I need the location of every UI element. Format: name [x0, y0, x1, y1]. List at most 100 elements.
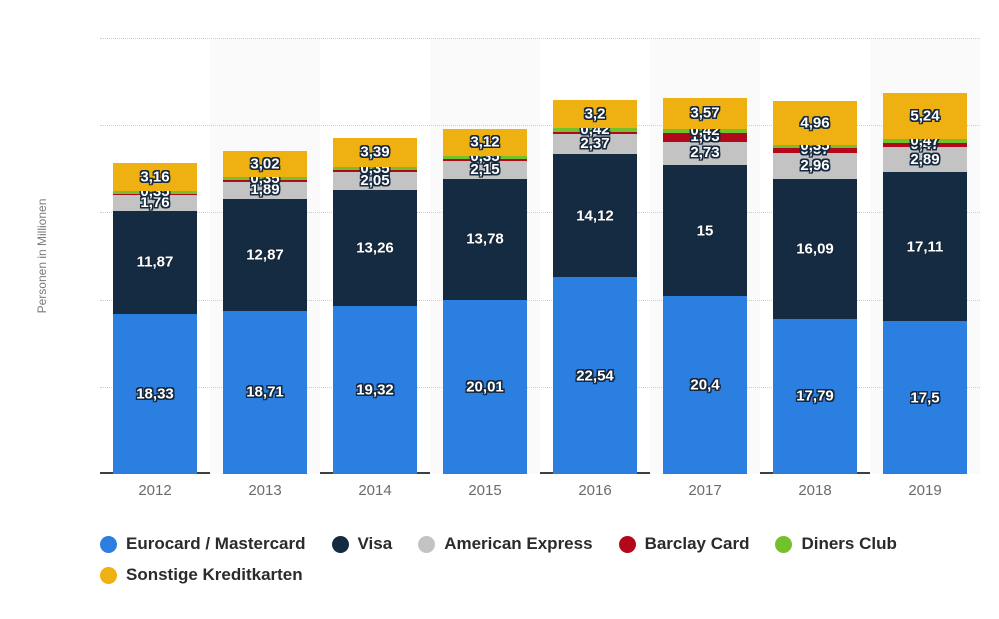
bar-segment-2013-5[interactable]: 3,02 — [223, 151, 307, 178]
bar-value-label: 22,54 — [576, 367, 614, 385]
bar-2014[interactable]: 19,32 13,26 2,05 0,35 3,39 — [333, 137, 417, 474]
bar-segment-2017-1[interactable]: 15 — [663, 165, 747, 297]
bar-value-label: 3,2 — [584, 105, 606, 123]
bar-segment-2019-5[interactable]: 5,24 — [883, 93, 967, 139]
bar-segment-2012-1[interactable]: 11,87 — [113, 210, 197, 315]
plot-area: Personen in Millionen 0102030405018,3311… — [35, 38, 980, 499]
bar-segment-2014-3[interactable] — [333, 170, 417, 173]
bar-segment-2018-5[interactable]: 4,96 — [773, 101, 857, 145]
bar-value-label: 18,33 — [136, 385, 174, 403]
bar-segment-2016-1[interactable]: 14,12 — [553, 154, 637, 278]
bar-value-label: 3,57 — [690, 104, 720, 122]
bar-2012[interactable]: 18,33 11,87 1,76 0,35 3,16 — [113, 162, 197, 474]
bar-segment-2014-4[interactable]: 0,35 — [333, 160, 417, 177]
legend-item-4[interactable]: Diners Club — [775, 533, 897, 555]
bar-value-label: 20,4 — [690, 376, 720, 394]
bar-segment-2016-5[interactable]: 3,2 — [553, 100, 637, 129]
bar-segment-2015-0[interactable]: 20,01 — [443, 299, 527, 474]
bar-value-label: 2,05 — [360, 171, 390, 189]
bar-segment-2012-3[interactable] — [113, 193, 197, 196]
legend-item-5[interactable]: Sonstige Kreditkarten — [100, 564, 303, 586]
legend-item-1[interactable]: Visa — [331, 533, 392, 555]
y-axis-title: Personen in Millionen — [35, 198, 49, 314]
legend-label: Sonstige Kreditkarten — [126, 565, 303, 584]
bar-segment-2012-0[interactable]: 18,33 — [113, 314, 197, 474]
legend-swatch-icon — [100, 535, 117, 553]
bar-2019[interactable]: 17,5 17,11 2,89 0,47 0,47 5,24 — [883, 93, 967, 474]
bar-segment-2016-0[interactable]: 22,54 — [553, 277, 637, 474]
bar-value-label: 19,32 — [356, 381, 394, 399]
x-axis-tick-2017: 2017 — [688, 482, 722, 499]
bar-segment-2013-1[interactable]: 12,87 — [223, 198, 307, 311]
bar-segment-2016-2[interactable]: 2,37 — [553, 133, 637, 155]
bar-2017[interactable]: 20,4 15 2,73 1,03 0,42 3,57 — [663, 97, 747, 474]
bar-2018[interactable]: 17,79 16,09 2,96 0,57 0,35 4,96 — [773, 101, 857, 474]
bar-segment-2017-2[interactable]: 2,73 — [663, 141, 747, 166]
bar-segment-2014-5[interactable]: 3,39 — [333, 137, 417, 168]
bar-segment-2015-1[interactable]: 13,78 — [443, 179, 527, 300]
x-axis-tick-2018: 2018 — [798, 482, 832, 499]
legend-label: Barclay Card — [644, 534, 750, 553]
bar-2013[interactable]: 18,71 12,87 1,89 0,35 3,02 — [223, 151, 307, 474]
x-axis-tick-2015: 2015 — [468, 482, 502, 499]
bar-value-label: 11,87 — [136, 253, 174, 271]
bar-segment-2017-0[interactable]: 20,4 — [663, 296, 747, 474]
bar-value-label: 17,79 — [796, 387, 834, 405]
bar-segment-2017-3[interactable]: 1,03 — [663, 128, 747, 145]
legend-item-3[interactable]: Barclay Card — [618, 533, 750, 555]
bar-segment-2012-2[interactable]: 1,76 — [113, 194, 197, 211]
bar-segment-2012-5[interactable]: 3,16 — [113, 162, 197, 191]
bar-value-label: 16,09 — [796, 240, 834, 258]
legend-item-2[interactable]: American Express — [418, 533, 593, 555]
bar-segment-2018-4[interactable]: 0,35 — [773, 137, 857, 154]
bar-value-label: 13,26 — [356, 239, 394, 257]
bar-segment-2016-4[interactable]: 0,42 — [553, 121, 637, 138]
bar-segment-2017-5[interactable]: 3,57 — [663, 97, 747, 129]
bar-segment-2019-0[interactable]: 17,5 — [883, 321, 967, 474]
bar-value-label: 17,5 — [910, 389, 940, 407]
legend-swatch-icon — [331, 535, 349, 553]
gridline — [100, 212, 980, 214]
bar-segment-2015-3[interactable] — [443, 158, 527, 161]
bar-segment-2017-4[interactable]: 0,42 — [663, 122, 747, 139]
bar-segment-2014-2[interactable]: 2,05 — [333, 172, 417, 190]
legend-label: American Express — [444, 534, 593, 553]
bar-segment-2015-5[interactable]: 3,12 — [443, 128, 527, 156]
bar-segment-2018-2[interactable]: 2,96 — [773, 152, 857, 179]
legend-label: Eurocard / Mastercard — [126, 534, 306, 553]
bar-segment-2019-2[interactable]: 2,89 — [883, 147, 967, 173]
bar-value-label: 3,39 — [360, 143, 390, 161]
bar-segment-2018-0[interactable]: 17,79 — [773, 318, 857, 474]
legend-swatch-icon — [100, 566, 117, 584]
bar-2015[interactable]: 20,01 13,78 2,15 0,35 3,12 — [443, 128, 527, 474]
bar-value-label: 1,89 — [250, 181, 280, 199]
gridline — [100, 125, 980, 127]
bar-value-label: 2,96 — [800, 156, 830, 174]
bar-segment-2013-0[interactable]: 18,71 — [223, 310, 307, 474]
bar-segment-2015-2[interactable]: 2,15 — [443, 160, 527, 180]
bar-value-label: 18,71 — [246, 383, 284, 401]
bar-segment-2013-3[interactable] — [223, 180, 307, 183]
bar-segment-2019-1[interactable]: 17,11 — [883, 172, 967, 322]
bar-value-label: 2,15 — [470, 160, 500, 178]
bar-value-label: 20,01 — [466, 378, 504, 396]
bar-value-label: 3,12 — [470, 133, 500, 151]
bar-segment-2013-2[interactable]: 1,89 — [223, 181, 307, 199]
bar-segment-2019-3[interactable]: 0,47 — [883, 136, 967, 153]
bar-value-label: 2,37 — [580, 135, 610, 152]
bar-segment-2019-4[interactable]: 0,47 — [883, 132, 967, 149]
bar-segment-2015-4[interactable]: 0,35 — [443, 148, 527, 165]
bar-segment-2014-0[interactable]: 19,32 — [333, 305, 417, 474]
bar-2016[interactable]: 22,54 14,12 2,37 0,42 3,2 — [553, 100, 637, 474]
bar-segment-2018-1[interactable]: 16,09 — [773, 178, 857, 319]
legend-swatch-icon — [618, 535, 636, 553]
bar-segment-2013-4[interactable]: 0,35 — [223, 170, 307, 187]
bar-value-label: 3,16 — [140, 168, 170, 186]
bar-segment-2014-1[interactable]: 13,26 — [333, 189, 417, 306]
bar-value-label: 14,12 — [576, 207, 614, 225]
legend-item-0[interactable]: Eurocard / Mastercard — [100, 533, 306, 555]
bar-segment-2016-3[interactable] — [553, 131, 637, 134]
bar-segment-2012-4[interactable]: 0,35 — [113, 183, 197, 200]
bar-value-label: 2,89 — [910, 150, 940, 168]
bar-segment-2018-3[interactable]: 0,57 — [773, 141, 857, 158]
